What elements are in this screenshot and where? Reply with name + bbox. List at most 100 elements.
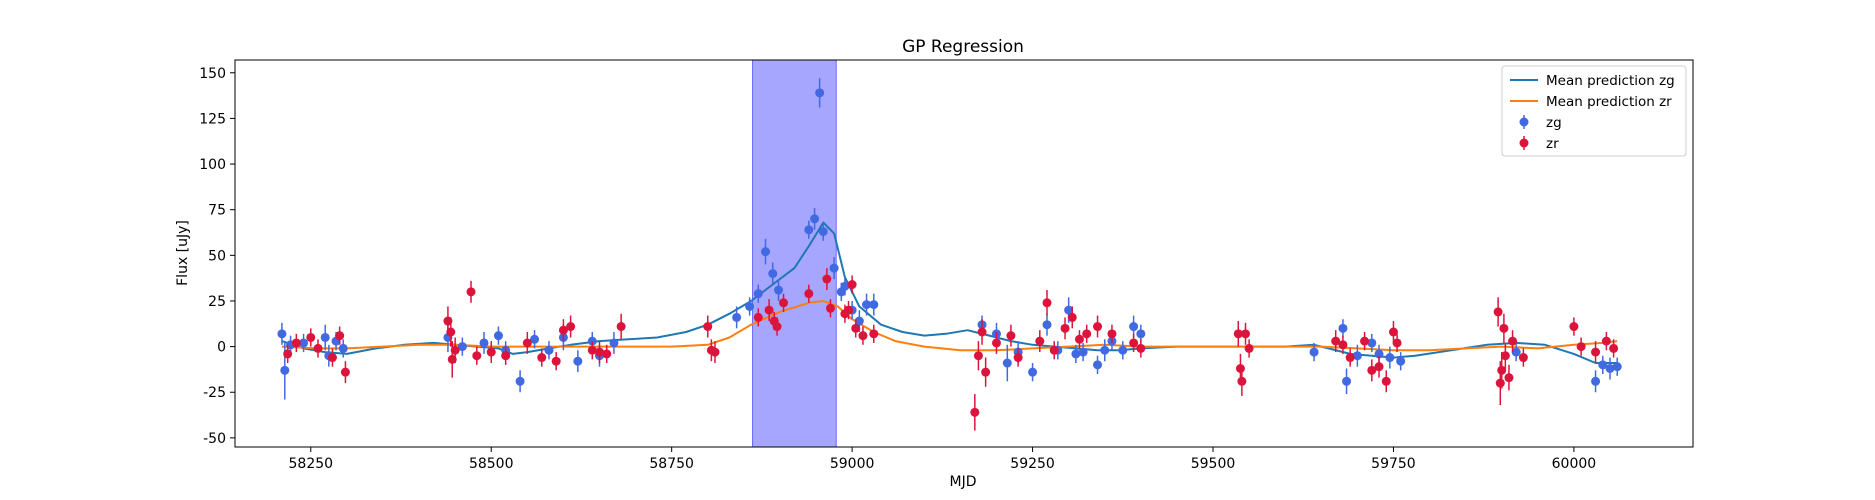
zr-marker [1360, 336, 1370, 346]
zr-data-point [291, 333, 301, 353]
zg-marker [1605, 364, 1615, 374]
zr-data-point [1374, 355, 1384, 378]
zr-data-point [1331, 330, 1341, 353]
zr-marker [753, 312, 763, 322]
zg-data-point [1071, 344, 1081, 364]
zr-marker [450, 345, 460, 355]
zr-data-point [1388, 321, 1398, 343]
zr-marker [551, 356, 561, 366]
zg-marker [493, 331, 503, 341]
zr-marker [847, 280, 857, 290]
zr-marker [1381, 376, 1391, 386]
zg-data-point [544, 341, 554, 360]
zg-marker [854, 316, 864, 326]
zr-data-point [1609, 339, 1619, 358]
data-points-layer [277, 78, 1622, 431]
zr-data-point [970, 394, 980, 431]
y-tick-label: -25 [203, 385, 226, 401]
zr-marker [472, 351, 482, 361]
zr-data-point [869, 324, 879, 343]
zg-data-point [815, 78, 825, 108]
zr-marker [522, 338, 532, 348]
zg-marker [544, 345, 554, 355]
zr-marker [466, 287, 476, 297]
zr-marker [602, 349, 612, 359]
zg-marker [1078, 347, 1088, 357]
zg-marker [1591, 376, 1601, 386]
zr-data-point [616, 313, 626, 340]
zr-marker [779, 298, 789, 308]
zr-marker [1345, 353, 1355, 363]
zr-marker [1576, 342, 1586, 352]
y-tick-label: 75 [208, 203, 226, 219]
zg-marker [479, 338, 489, 348]
zg-data-point [493, 326, 503, 345]
zg-data-point [1118, 341, 1128, 360]
zg-marker [1129, 322, 1139, 332]
y-tick-label: 0 [217, 340, 226, 356]
zr-data-point [1042, 290, 1052, 316]
zg-data-point [1605, 357, 1615, 380]
zg-marker [810, 214, 820, 224]
zr-data-point [1060, 317, 1070, 340]
zg-marker [815, 88, 825, 98]
zg-marker [869, 300, 879, 310]
zg-marker [280, 365, 290, 375]
zg-data-point [609, 331, 619, 354]
zg-data-point [299, 333, 309, 353]
zr-data-point [1601, 331, 1611, 351]
zg-marker [457, 342, 467, 352]
zr-marker [587, 345, 597, 355]
zr-marker [822, 274, 832, 284]
zg-marker [745, 301, 755, 311]
zg-data-point [338, 339, 348, 358]
zg-data-point [1591, 370, 1601, 393]
zr-data-point [306, 328, 316, 347]
zr-marker [1042, 298, 1052, 308]
zr-marker [804, 289, 814, 299]
zr-data-point [804, 284, 814, 303]
zg-data-point [761, 238, 771, 265]
zg-data-point [1002, 344, 1012, 382]
zr-data-point [825, 299, 835, 318]
zr-marker [1367, 365, 1377, 375]
y-tick-label: 100 [199, 157, 226, 173]
zg-marker [515, 376, 525, 386]
zr-data-point [327, 348, 337, 367]
zr-marker [1013, 353, 1023, 363]
zr-marker [446, 327, 456, 337]
zg-data-point [1511, 342, 1521, 362]
zg-data-point [753, 284, 763, 303]
zr-marker [977, 327, 987, 337]
zr-data-point [486, 341, 496, 364]
zr-marker [1569, 322, 1579, 332]
zr-data-point [1392, 333, 1402, 353]
zr-data-point [1237, 366, 1247, 396]
plot-frame [234, 59, 1694, 448]
zr-marker [335, 331, 345, 341]
zg-data-point [732, 306, 742, 329]
zg-marker [1385, 353, 1395, 363]
zr-data-point [710, 341, 720, 364]
zr-marker [851, 323, 861, 333]
zg-data-point [530, 330, 540, 349]
zg-marker [1396, 356, 1406, 366]
zr-marker [291, 338, 301, 348]
zr-data-point [1591, 341, 1601, 364]
zr-data-point [1093, 315, 1103, 338]
zr-marker [858, 331, 868, 341]
zr-marker [764, 305, 774, 315]
zr-data-point [537, 348, 547, 367]
zr-marker [1601, 336, 1611, 346]
zg-data-point [1078, 342, 1088, 362]
x-tick-label: 58750 [649, 456, 694, 472]
zr-data-point [858, 326, 868, 345]
zg-marker [1028, 367, 1038, 377]
zg-data-point [515, 370, 525, 393]
zr-data-point [335, 326, 345, 345]
zg-data-point [277, 322, 287, 345]
x-tick-label: 59000 [830, 456, 875, 472]
zr-marker [1082, 329, 1092, 339]
zr-data-point [1067, 306, 1077, 329]
